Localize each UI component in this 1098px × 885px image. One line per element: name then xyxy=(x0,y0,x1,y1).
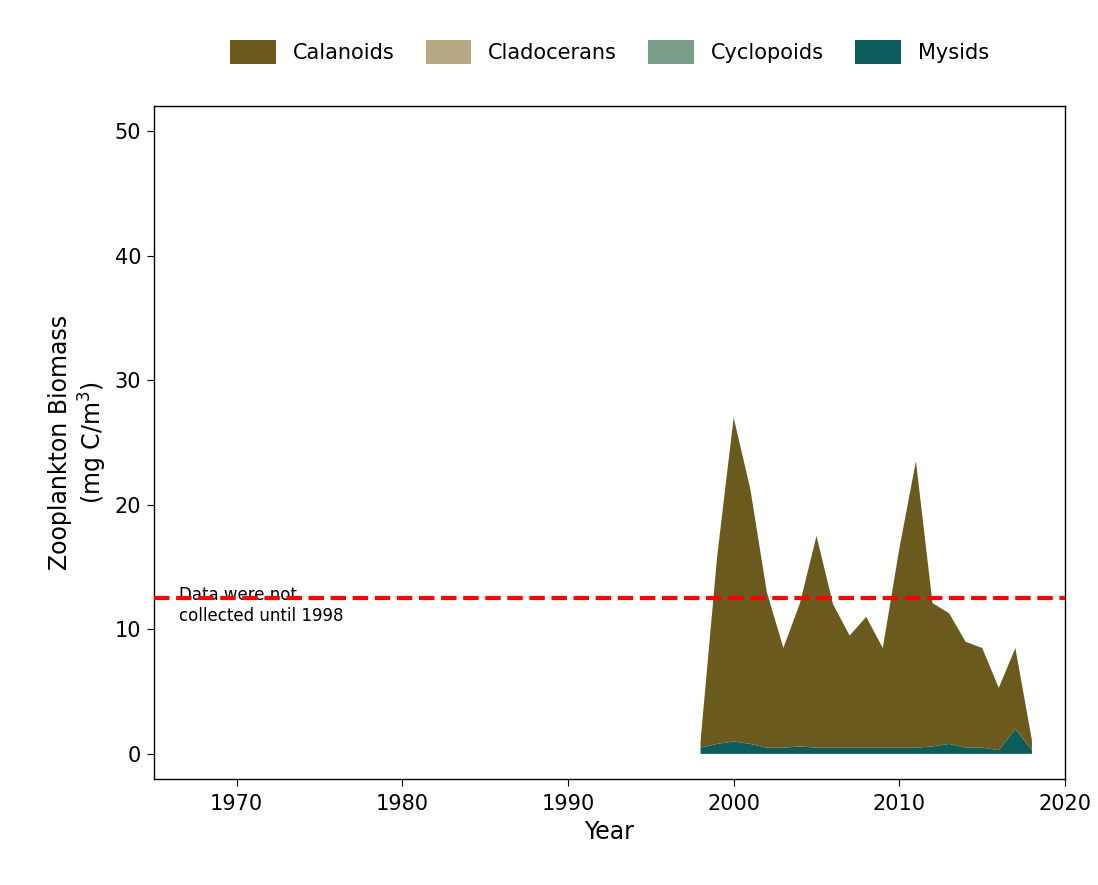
Text: Data were not
collected until 1998: Data were not collected until 1998 xyxy=(179,586,343,625)
Y-axis label: Zooplankton Biomass
(mg C/m$^{3}$): Zooplankton Biomass (mg C/m$^{3}$) xyxy=(48,315,109,570)
X-axis label: Year: Year xyxy=(584,820,635,843)
Legend: Calanoids, Cladocerans, Cyclopoids, Mysids: Calanoids, Cladocerans, Cyclopoids, Mysi… xyxy=(220,29,999,74)
